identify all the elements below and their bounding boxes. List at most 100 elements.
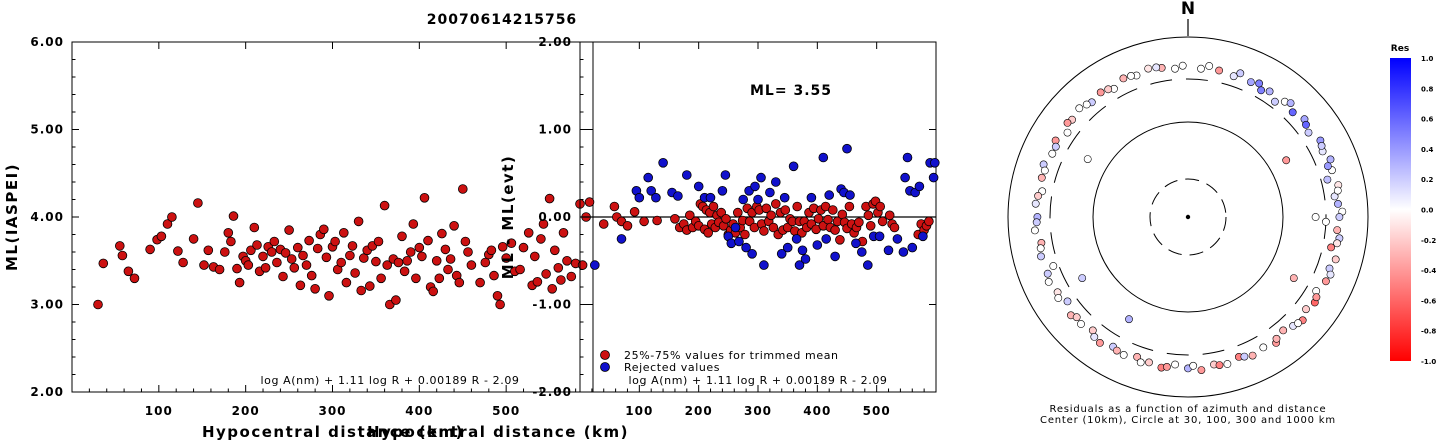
data-point bbox=[402, 255, 413, 266]
data-point bbox=[358, 253, 369, 263]
data-point bbox=[411, 273, 421, 284]
data-point bbox=[117, 250, 128, 261]
data-point bbox=[830, 251, 840, 262]
data-point bbox=[823, 214, 833, 225]
data-point bbox=[740, 229, 750, 240]
data-point bbox=[780, 205, 791, 215]
data-point bbox=[651, 192, 661, 203]
data-point bbox=[750, 181, 760, 192]
data-point bbox=[486, 245, 497, 256]
data-point bbox=[532, 276, 543, 287]
data-point bbox=[874, 231, 885, 242]
y-tick-label: 2.00 bbox=[30, 385, 64, 399]
colorbar-tick-label: 0.6 bbox=[1421, 116, 1434, 124]
station-residual-point bbox=[1333, 186, 1342, 195]
station-residual-point bbox=[1171, 360, 1179, 369]
data-point bbox=[812, 240, 823, 250]
legend-label-trimmed: 25%-75% values for trimmed mean bbox=[624, 349, 839, 362]
data-point bbox=[463, 247, 473, 257]
data-point bbox=[862, 260, 873, 270]
colorbar-tick-label: -0.4 bbox=[1421, 267, 1436, 275]
residual-colorbar: Res 1.0 0.8 0.6 0.4 0.2 0.0 -0.2 -0.4 -0.6 -0.8 -1… bbox=[1390, 44, 1436, 366]
station-residual-point bbox=[1049, 262, 1058, 270]
station-residual-point bbox=[1335, 213, 1344, 221]
data-point bbox=[304, 235, 314, 246]
station-residual-point bbox=[1326, 270, 1335, 279]
data-point bbox=[347, 241, 358, 251]
formula-annotation: log A(nm) + 1.11 log R + 0.00189 R - 2.0… bbox=[628, 374, 887, 387]
station-residual-point bbox=[1312, 293, 1321, 302]
data-point bbox=[929, 158, 940, 168]
data-point bbox=[734, 236, 744, 247]
station-residual-point bbox=[1311, 213, 1320, 221]
data-point bbox=[844, 201, 855, 212]
station-residual-point bbox=[1078, 274, 1087, 282]
data-point bbox=[232, 263, 242, 274]
x-tick-label: 400 bbox=[803, 404, 831, 418]
station-residual-point bbox=[1326, 155, 1335, 164]
data-point bbox=[529, 251, 540, 262]
data-point bbox=[730, 222, 741, 233]
station-residual-point bbox=[1096, 338, 1104, 347]
data-point bbox=[835, 235, 845, 245]
data-point bbox=[428, 286, 439, 297]
data-point bbox=[566, 271, 577, 282]
x-tick-label: 100 bbox=[625, 404, 653, 418]
ring-1000km bbox=[1007, 36, 1369, 398]
y-tick-label: 6.00 bbox=[30, 35, 64, 49]
data-point bbox=[417, 251, 427, 262]
data-point bbox=[898, 247, 909, 257]
station-residual-point bbox=[1034, 191, 1042, 200]
x-tick-label: 100 bbox=[145, 404, 173, 418]
data-point bbox=[693, 181, 704, 192]
data-point bbox=[371, 256, 381, 267]
data-point bbox=[269, 236, 280, 247]
station-residual-point bbox=[1288, 108, 1297, 117]
data-point bbox=[515, 264, 525, 275]
data-point bbox=[466, 260, 477, 270]
station-residual-point bbox=[1036, 244, 1045, 253]
data-point bbox=[794, 260, 805, 270]
data-point bbox=[228, 211, 239, 221]
station-residual-point bbox=[1324, 162, 1332, 170]
ring-100km bbox=[1092, 121, 1284, 313]
y-tick-label: 1.00 bbox=[538, 123, 572, 137]
data-point bbox=[480, 257, 491, 268]
colorbar-tick-label: 0.4 bbox=[1421, 146, 1434, 154]
x-tick-label: 500 bbox=[492, 404, 520, 418]
data-point bbox=[797, 245, 808, 256]
data-point bbox=[918, 231, 928, 242]
data-point bbox=[549, 245, 560, 256]
data-point bbox=[397, 231, 407, 242]
data-point bbox=[738, 194, 748, 205]
station-points bbox=[1031, 61, 1347, 374]
station-residual-point bbox=[1063, 119, 1072, 127]
data-point bbox=[495, 299, 505, 310]
ring-300km bbox=[1049, 78, 1327, 356]
station-residual-point bbox=[1040, 166, 1049, 175]
data-point bbox=[889, 222, 900, 233]
station-residual-point bbox=[1317, 141, 1326, 150]
station-residual-point bbox=[1304, 128, 1313, 137]
data-point bbox=[162, 219, 173, 229]
station-residual-point bbox=[1152, 63, 1161, 72]
station-residual-point bbox=[1037, 173, 1046, 182]
station-residual-point bbox=[1031, 226, 1039, 235]
data-point bbox=[373, 236, 384, 247]
data-point bbox=[93, 299, 103, 310]
data-point bbox=[301, 260, 312, 270]
station-residual-point bbox=[1178, 61, 1187, 70]
y-tick-label: 2.00 bbox=[538, 35, 572, 49]
data-point bbox=[806, 192, 817, 203]
station-residual-point bbox=[1144, 64, 1153, 73]
station-residual-point bbox=[1075, 104, 1084, 113]
data-point bbox=[914, 181, 925, 192]
data-point bbox=[295, 280, 306, 291]
data-point bbox=[492, 290, 503, 301]
data-point bbox=[445, 254, 456, 264]
data-point bbox=[321, 252, 332, 263]
distance-rings bbox=[1007, 36, 1369, 398]
epicenter-marker bbox=[1185, 214, 1191, 220]
data-point bbox=[670, 214, 680, 224]
